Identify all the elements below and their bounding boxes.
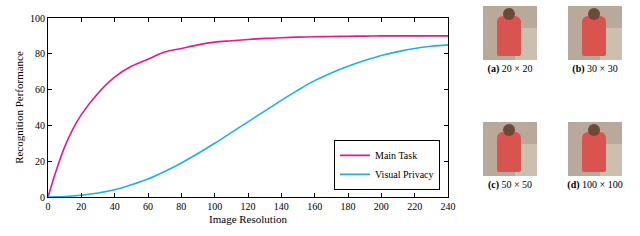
svg-text:40: 40 (35, 120, 45, 131)
svg-text:60: 60 (143, 201, 153, 212)
svg-text:20: 20 (76, 201, 86, 212)
svg-text:140: 140 (274, 201, 289, 212)
svg-text:Image Resolution: Image Resolution (209, 213, 287, 225)
svg-text:0: 0 (46, 201, 51, 212)
html-text:(a) 20 × 20: (a) 20 × 20 (487, 63, 533, 74)
svg-text:Recognition Performance: Recognition Performance (13, 51, 25, 164)
html-text:(d) 100 × 100: (d) 100 × 100 (567, 179, 623, 190)
svg-text:120: 120 (241, 201, 256, 212)
svg-text:160: 160 (307, 201, 322, 212)
svg-text:60: 60 (35, 84, 45, 95)
svg-text:80: 80 (176, 201, 186, 212)
svg-text:200: 200 (374, 201, 389, 212)
html-text:(b) 30 × 30: (b) 30 × 30 (572, 63, 618, 74)
svg-text:180: 180 (341, 201, 356, 212)
svg-text:100: 100 (30, 13, 45, 24)
svg-text:80: 80 (35, 48, 45, 59)
svg-text:Visual Privacy: Visual Privacy (375, 169, 434, 180)
svg-text:Main Task: Main Task (375, 150, 417, 161)
svg-text:20: 20 (35, 156, 45, 167)
svg-text:40: 40 (110, 201, 120, 212)
svg-text:240: 240 (441, 201, 456, 212)
svg-text:220: 220 (407, 201, 422, 212)
svg-text:100: 100 (207, 201, 222, 212)
svg-text:0: 0 (40, 192, 45, 203)
html-text:(c) 50 × 50: (c) 50 × 50 (487, 179, 533, 190)
